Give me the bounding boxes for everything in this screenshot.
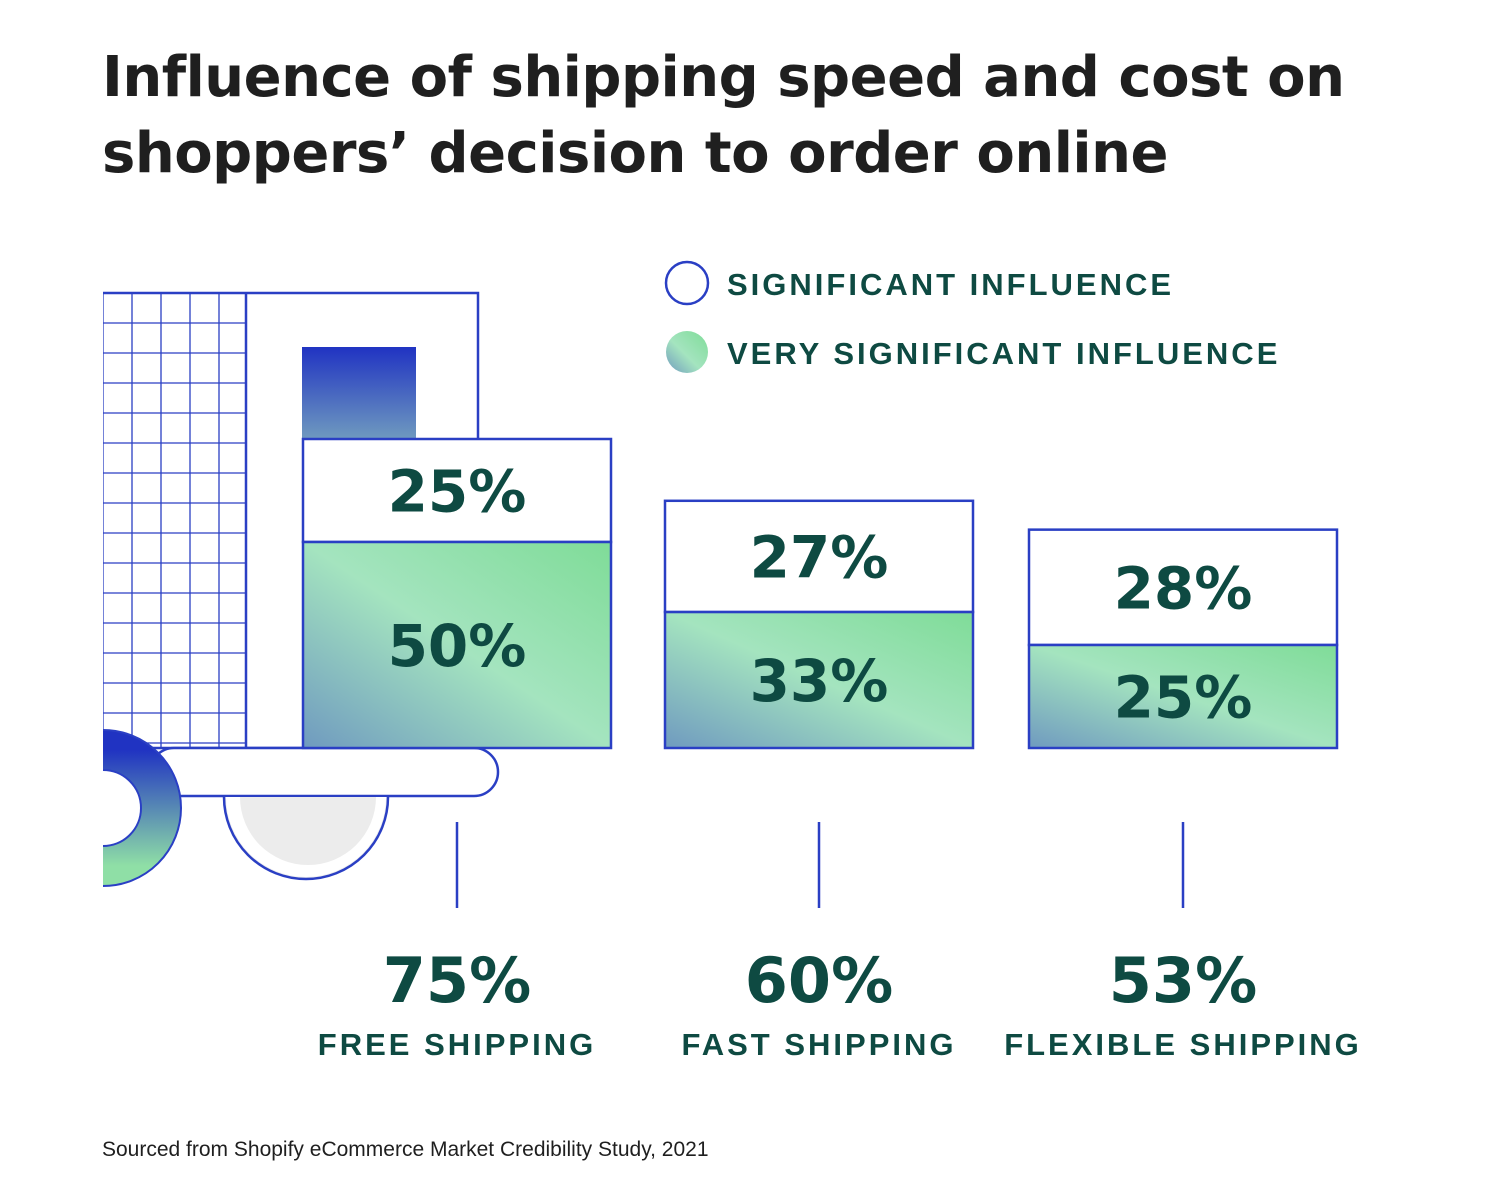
category-label: FAST SHIPPING [682, 1027, 957, 1062]
bar-significant-segment [301, 437, 613, 544]
cart-wheel-left [103, 730, 181, 886]
cart-grid-pattern [103, 292, 246, 748]
legend-gradient-swatch [666, 331, 708, 373]
bar-group: 28% 25% [1027, 528, 1339, 750]
legend-label-very-significant: VERY SIGNIFICANT INFLUENCE [727, 336, 1280, 371]
bar-significant-segment [663, 499, 975, 614]
bar-significant-value-label: 27% [750, 523, 889, 591]
cart-wheel-left-outline [103, 729, 182, 887]
category-label: FREE SHIPPING [318, 1027, 596, 1062]
total-value-label: 75% [383, 944, 531, 1017]
shopping-cart-illustration [103, 291, 500, 887]
legend-outline-swatch [664, 260, 710, 306]
bar-very-significant-value-label: 33% [750, 647, 889, 715]
cart-wheel-left-hub [103, 769, 142, 847]
legend-label-significant: SIGNIFICANT INFLUENCE [727, 267, 1174, 302]
bar-group: 25% 50% [301, 437, 613, 750]
source-note: Sourced from Shopify eCommerce Market Cr… [102, 1138, 709, 1161]
total-value-label: 60% [745, 944, 893, 1017]
bar-group: 27% 33% [663, 499, 975, 750]
bar-very-significant-segment [663, 610, 975, 750]
category-label: FLEXIBLE SHIPPING [1004, 1027, 1362, 1062]
cart-handle-bar [148, 746, 500, 798]
connector-lines [455, 822, 1185, 908]
total-value-label: 53% [1109, 944, 1257, 1017]
category-labels: 75% FREE SHIPPING 60% FAST SHIPPING 53% FLEXI… [318, 944, 1362, 1062]
bar-significant-segment [1027, 528, 1339, 647]
bar-very-significant-value-label: 50% [388, 612, 527, 680]
cart-blue-block [302, 347, 416, 439]
bar-very-significant-segment [1027, 643, 1339, 750]
bar-significant-value-label: 25% [388, 458, 527, 526]
stacked-bars: 25% 50% 27% 33% 28% 25% [301, 437, 1339, 750]
bar-very-significant-value-label: 25% [1114, 664, 1253, 732]
bar-significant-value-label: 28% [1114, 554, 1253, 622]
cart-wheel-right-fill [240, 797, 376, 865]
chart-legend: SIGNIFICANT INFLUENCE VERY SIGNIFICANT I… [664, 260, 1280, 373]
chart-title: Influence of shipping speed and cost on … [102, 45, 1345, 186]
bar-very-significant-segment [301, 540, 613, 750]
